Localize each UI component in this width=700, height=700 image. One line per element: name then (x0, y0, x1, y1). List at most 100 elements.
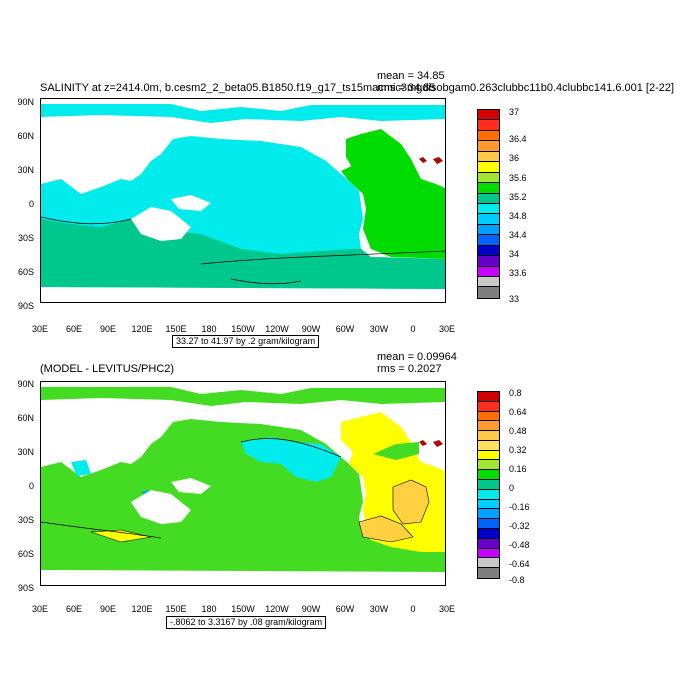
colorbar-swatch (478, 568, 499, 578)
lon-label: 150W (231, 324, 255, 334)
panel2-orange-patch-2 (358, 515, 414, 543)
lat-label: 30S (17, 233, 34, 243)
colorbar-swatch (478, 392, 499, 402)
legend-label: 0.48 (509, 426, 527, 436)
panel1-caribbean (341, 164, 371, 184)
panel1-southern-ocean (41, 219, 445, 289)
panel2-indo-pacific (41, 419, 445, 572)
lon-label: 60W (335, 324, 355, 334)
lon-label: 60E (65, 604, 82, 614)
panel2-arctic (41, 387, 445, 406)
lon-label: 30E (31, 324, 48, 334)
colorbar-swatch (478, 162, 499, 173)
colorbar-swatch (478, 130, 499, 142)
lon-label: 150E (165, 324, 187, 334)
lat-label: 90S (17, 583, 34, 593)
lon-label: 0 (410, 604, 416, 614)
colorbar-swatch (478, 499, 499, 510)
panel1-contour-1 (41, 216, 132, 225)
lat-label: 60S (17, 267, 34, 277)
colorbar-swatch (478, 401, 499, 412)
lon-label: 30E (438, 604, 455, 614)
panel2-north-pacific-patch (241, 437, 341, 482)
lon-label: 90W (301, 604, 321, 614)
panel2-australia (131, 490, 191, 524)
lon-label: 120W (265, 604, 289, 614)
lon-label: 180 (201, 604, 217, 614)
panel2-rms: rms = 0.2027 (377, 363, 442, 375)
panel2-indonesia (171, 478, 211, 494)
colorbar-swatch (478, 110, 499, 121)
panel1-atlantic (346, 129, 445, 259)
lat-label: 30N (17, 447, 34, 457)
lon-label: 90E (99, 324, 116, 334)
panel1-contour-3 (230, 278, 302, 285)
colorbar-swatch (478, 421, 499, 432)
legend-label: 36.4 (509, 134, 527, 144)
panel1-range-box: 33.27 to 41.97 by .2 gram/kilogram (172, 335, 320, 348)
panel2-contour-2 (41, 521, 162, 539)
colorbar-swatch (478, 548, 499, 559)
panel2-range-box: -.8062 to 3.3167 by .08 gram/kilogram (166, 616, 327, 629)
lon-label: 30E (31, 604, 48, 614)
legend-label: 0.16 (509, 464, 527, 474)
lon-label: 90W (301, 324, 321, 334)
colorbar-swatch (478, 538, 499, 549)
lat-label: 30S (17, 515, 34, 525)
panel1-map-svg (41, 104, 445, 289)
panel1-title: SALINITY at z=2414.0m, b.cesm2_2_beta05.… (40, 82, 675, 94)
legend-label: 34.8 (509, 211, 527, 221)
colorbar-swatch (478, 528, 499, 539)
lon-label: 60E (65, 324, 82, 334)
lat-label: 60S (17, 549, 34, 559)
colorbar-swatch (478, 460, 499, 471)
legend-label: -0.8 (509, 575, 525, 585)
lon-label: 120E (131, 324, 153, 334)
lat-label: 60N (17, 131, 34, 141)
colorbar-swatch (478, 172, 499, 184)
lon-label: 30W (369, 324, 389, 334)
lon-label: 0 (410, 324, 416, 334)
panel1-mean: mean = 34.85 (377, 70, 445, 82)
lon-label: 30W (369, 604, 389, 614)
lat-label: 0 (28, 199, 34, 209)
colorbar-swatch (478, 214, 499, 225)
colorbar-swatch (478, 183, 499, 194)
panel1-med-1 (419, 157, 427, 163)
colorbar-swatch (478, 509, 499, 520)
colorbar-swatch (478, 558, 499, 569)
lat-label: 0 (28, 481, 34, 491)
panel1-arctic (41, 104, 445, 123)
colorbar-swatch (478, 277, 499, 288)
panel2-map-svg (41, 387, 445, 572)
lon-label: 90E (99, 604, 116, 614)
colorbar-swatch (478, 266, 499, 277)
colorbar-swatch (478, 193, 499, 204)
colorbar-swatch (478, 480, 499, 490)
lon-label: 150E (165, 604, 187, 614)
panel1-colorbar (477, 109, 500, 299)
colorbar-swatch (478, 141, 499, 152)
panel1-rms: rms = 34.85 (377, 82, 436, 94)
lon-label: 120W (265, 324, 289, 334)
colorbar-swatch (478, 440, 499, 451)
panel2-contour-1 (240, 438, 342, 458)
panel2-map (40, 381, 446, 586)
panel1-contour-2 (200, 250, 445, 265)
colorbar-swatch (478, 287, 499, 298)
panel2-north-atlantic-green (373, 442, 419, 460)
colorbar-swatch (478, 235, 499, 246)
legend-label: 33 (509, 294, 520, 304)
panel2-orange-patch-1 (392, 479, 430, 525)
colorbar-swatch (478, 203, 499, 215)
colorbar-swatch (478, 489, 499, 500)
colorbar-swatch (478, 151, 499, 163)
lon-label: 60W (335, 604, 355, 614)
colorbar-swatch (478, 256, 499, 267)
legend-label: -0.64 (509, 559, 530, 569)
legend-label: 35.6 (509, 173, 527, 183)
panel2-indian-yellow (90, 529, 152, 543)
legend-label: -0.48 (509, 540, 530, 550)
panel2-med-1 (419, 440, 427, 446)
legend-label: 0.8 (509, 388, 522, 398)
